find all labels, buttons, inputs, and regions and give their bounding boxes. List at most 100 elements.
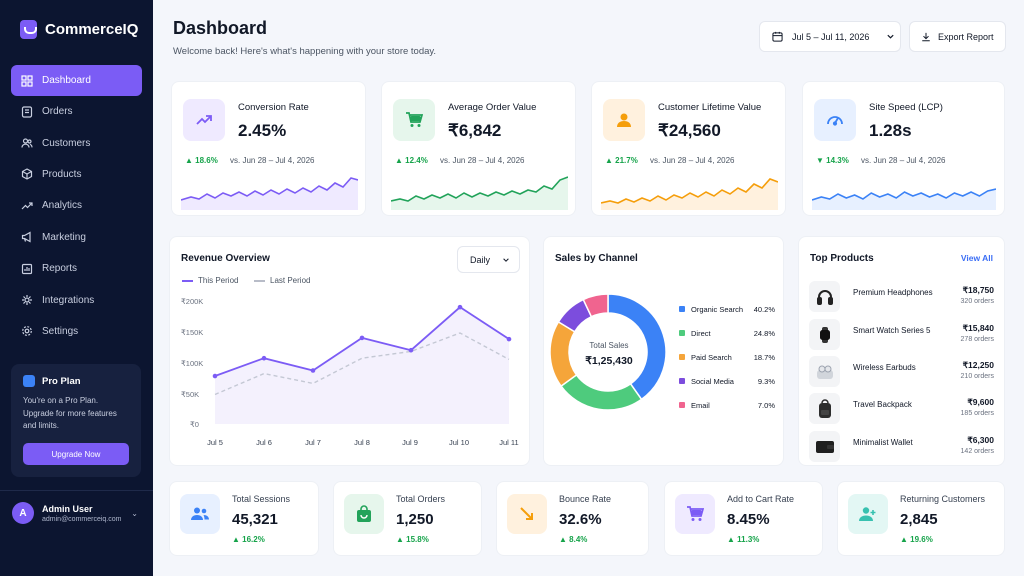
legend-line-dashed xyxy=(254,279,265,282)
cart-icon xyxy=(675,494,715,534)
page-title: Dashboard xyxy=(173,18,268,38)
shopping-bag-icon xyxy=(344,494,384,534)
legend-swatch xyxy=(679,306,685,312)
revenue-overview-card: Revenue Overview Daily This Period Last … xyxy=(169,236,530,466)
this-period-area xyxy=(215,307,509,424)
this-period-point xyxy=(457,304,463,310)
product-name: Smart Watch Series 5 xyxy=(853,326,931,335)
stat-value: 32.6% xyxy=(559,511,602,528)
date-range-picker[interactable]: Jul 5 – Jul 11, 2026 xyxy=(759,21,901,52)
sidebar-item-integrations[interactable]: Integrations xyxy=(11,284,142,315)
revenue-line-chart xyxy=(212,304,512,424)
product-row[interactable]: Minimalist Wallet ₹6,300 142 orders xyxy=(809,431,994,463)
stat-card-bounce-rate[interactable]: Bounce Rate 32.6% ▲ 8.4% xyxy=(496,481,649,556)
kpi-label: Customer Lifetime Value xyxy=(658,102,762,113)
stat-card-total-orders[interactable]: Total Orders 1,250 ▲ 15.8% xyxy=(333,481,482,556)
app-name: CommerceIQ xyxy=(45,21,139,38)
y-tick-label: ₹150K xyxy=(181,328,204,337)
pro-plan-text: You're on a Pro Plan. Upgrade for more f… xyxy=(23,396,117,430)
kpi-change: ▼ 14.3% xyxy=(816,156,849,165)
product-price: ₹18,750 xyxy=(962,285,994,295)
product-orders: 185 orders xyxy=(960,410,994,417)
product-price: ₹6,300 xyxy=(967,435,994,445)
sidebar-item-products[interactable]: Products xyxy=(11,159,142,190)
stat-value: 1,250 xyxy=(396,511,434,528)
y-tick-label: ₹100K xyxy=(181,359,204,368)
stat-card-returning-customers[interactable]: Returning Customers 2,845 ▲ 19.6% xyxy=(837,481,1005,556)
export-label: Export Report xyxy=(938,31,994,42)
dashboard-icon xyxy=(21,74,33,87)
products-icon xyxy=(21,168,33,181)
user-profile[interactable]: A Admin User admin@commerceiq.com ⌄ xyxy=(12,502,142,524)
stat-card-add-to-cart-rate[interactable]: Add to Cart Rate 8.45% ▲ 11.3% xyxy=(664,481,823,556)
chevron-down-icon xyxy=(503,257,509,262)
kpi-card-site-speed[interactable]: Site Speed (LCP) 1.28s ▼ 14.3% vs. Jun 2… xyxy=(802,81,1005,216)
pro-plan-card: Pro Plan You're on a Pro Plan. Upgrade f… xyxy=(11,364,141,477)
stat-change-value: 8.4% xyxy=(569,535,588,544)
kpi-card-conversion-rate[interactable]: Conversion Rate 2.45% ▲ 18.6% vs. Jun 28… xyxy=(171,81,366,216)
user-name: Admin User xyxy=(42,503,93,514)
product-name: Wireless Earbuds xyxy=(853,363,916,372)
channel-title: Sales by Channel xyxy=(555,253,638,264)
product-row[interactable]: Smart Watch Series 5 ₹15,840 278 orders xyxy=(809,319,994,351)
donut-center-label: Total Sales xyxy=(589,341,629,350)
stat-change-value: 15.8% xyxy=(406,535,429,544)
stat-card-total-sessions[interactable]: Total Sessions 45,321 ▲ 16.2% xyxy=(169,481,319,556)
stat-label: Total Orders xyxy=(396,494,446,504)
kpi-card-customer-lifetime-value[interactable]: Customer Lifetime Value ₹24,560 ▲ 21.7% … xyxy=(591,81,786,216)
customers-icon xyxy=(21,138,33,148)
x-tick-label: Jul 9 xyxy=(402,438,418,447)
sidebar-item-orders[interactable]: Orders xyxy=(11,96,142,127)
sidebar-item-marketing[interactable]: Marketing xyxy=(11,222,142,253)
last-period-line xyxy=(214,332,510,396)
product-orders: 210 orders xyxy=(960,373,994,380)
sales-by-channel-card: Sales by Channel Total Sales ₹1,25,430 xyxy=(543,236,784,466)
stat-change: ▲ 15.8% xyxy=(396,535,429,544)
sidebar-item-analytics[interactable]: Analytics xyxy=(11,190,142,221)
kpi-label: Site Speed (LCP) xyxy=(869,102,943,113)
app-logo[interactable]: CommerceIQ xyxy=(20,20,138,39)
sidebar-item-reports[interactable]: Reports xyxy=(11,253,142,284)
pro-plan-title: Pro Plan xyxy=(42,375,81,387)
product-row[interactable]: Travel Backpack ₹9,600 185 orders xyxy=(809,393,994,425)
donut-slice-paid-search xyxy=(549,320,578,388)
donut-slice-direct xyxy=(560,373,643,411)
product-price: ₹9,600 xyxy=(967,397,994,407)
sidebar-item-customers[interactable]: Customers xyxy=(11,127,142,158)
user-icon xyxy=(603,99,645,141)
bounce-arrow-icon xyxy=(507,494,547,534)
trend-up-icon xyxy=(183,99,225,141)
kpi-compare: vs. Jun 28 – Jul 4, 2026 xyxy=(861,156,946,165)
user-email: admin@commerceiq.com xyxy=(42,515,122,523)
legend-this-period: This Period xyxy=(182,276,238,285)
legend-swatch xyxy=(679,354,685,360)
page-subtitle: Welcome back! Here's what's happening wi… xyxy=(173,46,437,57)
x-tick-label: Jul 8 xyxy=(354,438,370,447)
channel-percent: 9.3% xyxy=(757,377,775,386)
export-report-button[interactable]: Export Report xyxy=(909,21,1006,52)
kpi-compare: vs. Jun 28 – Jul 4, 2026 xyxy=(230,156,315,165)
sidebar-item-dashboard[interactable]: Dashboard xyxy=(11,65,142,96)
legend-label: This Period xyxy=(198,276,239,285)
product-price: ₹12,250 xyxy=(962,360,994,370)
y-tick-label: ₹200K xyxy=(181,297,204,306)
kpi-change-value: 12.4% xyxy=(405,156,428,165)
integrations-icon xyxy=(22,295,32,306)
legend-label: Last Period xyxy=(270,276,311,285)
product-row[interactable]: Wireless Earbuds ₹12,250 210 orders xyxy=(809,356,994,388)
stat-change: ▲ 8.4% xyxy=(559,535,588,544)
kpi-change: ▲ 21.7% xyxy=(605,156,638,165)
sparkline xyxy=(812,188,996,210)
kpi-value: ₹24,560 xyxy=(658,121,721,140)
stat-label: Add to Cart Rate xyxy=(727,494,795,504)
sidebar-item-settings[interactable]: Settings xyxy=(11,316,142,347)
product-row[interactable]: Premium Headphones ₹18,750 320 orders xyxy=(809,281,994,313)
period-select[interactable]: Daily xyxy=(457,246,520,273)
upgrade-now-button[interactable]: Upgrade Now xyxy=(23,443,129,465)
sidebar-item-label: Analytics xyxy=(42,200,83,212)
chevron-down-icon[interactable]: ⌄ xyxy=(131,509,138,518)
sidebar-item-label: Orders xyxy=(42,106,73,118)
kpi-card-average-order-value[interactable]: Average Order Value ₹6,842 ▲ 12.4% vs. J… xyxy=(381,81,576,216)
analytics-icon xyxy=(21,202,33,210)
view-all-link[interactable]: View All xyxy=(960,253,993,263)
